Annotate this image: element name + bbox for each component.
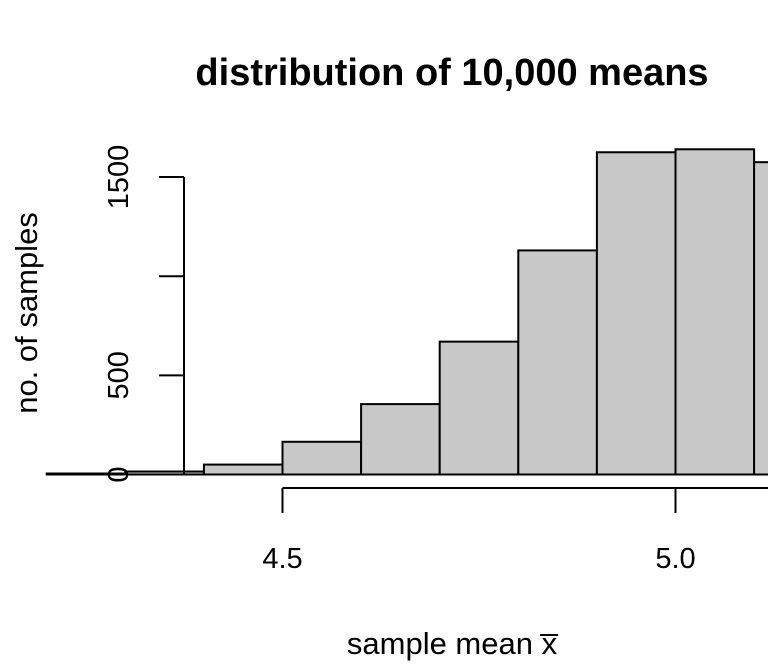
y-tick-label: 1500 <box>103 145 135 210</box>
x-tick-label: 5.0 <box>655 543 695 575</box>
histogram-bar <box>281 440 363 476</box>
histogram-bar <box>674 148 756 476</box>
y-tick-label: 0 <box>103 466 135 482</box>
histogram-bar <box>595 151 677 476</box>
histogram-bar <box>438 340 520 476</box>
histogram-bar <box>202 463 284 476</box>
histogram-bars <box>45 148 768 476</box>
x-axis: 4.55.05.56.0 <box>262 487 768 575</box>
chart-title: distribution of 10,000 means <box>195 52 708 94</box>
histogram-bar <box>360 403 441 476</box>
x-axis-label: sample mean x̅ <box>347 626 559 661</box>
y-axis: 0 500 1500 <box>103 145 185 483</box>
histogram-bar <box>753 161 768 476</box>
histogram-bar <box>517 249 598 476</box>
y-axis-label: no. of samples <box>9 212 44 414</box>
y-tick-label: 500 <box>103 351 135 399</box>
x-tick-label: 4.5 <box>262 543 302 575</box>
